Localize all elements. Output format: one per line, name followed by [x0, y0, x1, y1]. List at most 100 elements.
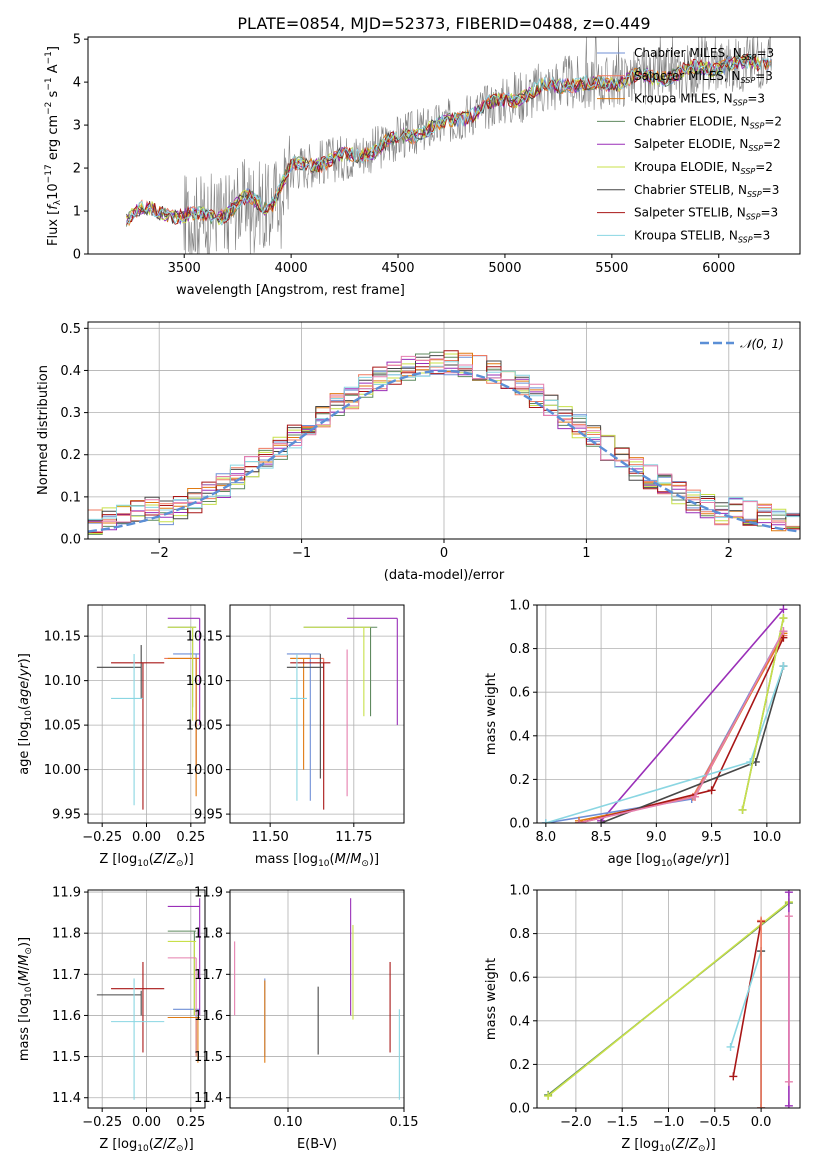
mass_vs_Z-xlabel: Z [log10(Z/Z⊙)] — [99, 1137, 193, 1154]
weight_vs_age-xlabel: age [log10(age/yr)] — [608, 852, 730, 869]
axes-frame — [229, 889, 405, 1109]
y-tick-label: 11.5 — [194, 1050, 223, 1065]
y-tick-label: 0.3 — [60, 406, 81, 421]
y-tick-label: 10.00 — [186, 763, 223, 778]
model-spectrum-line — [126, 53, 771, 226]
y-tick-label: 3 — [73, 119, 81, 134]
weight-marker — [597, 819, 606, 823]
weight-marker — [691, 792, 700, 801]
weight-marker — [541, 819, 550, 823]
weight-marker — [784, 1077, 793, 1086]
legend-label: Chabrier ELODIE, NSSP=2 — [634, 114, 782, 130]
residuals-ylabel: Normed distribution — [36, 365, 51, 495]
x-tick-label: 8.0 — [535, 830, 556, 845]
weight-series-line — [741, 617, 785, 811]
x-tick-label: −0.25 — [82, 830, 122, 845]
y-tick-label: 9.95 — [194, 808, 223, 823]
y-tick-label: 11.8 — [52, 927, 81, 942]
clipped-cmass_vs_Z — [96, 898, 201, 1100]
weight-marker — [738, 805, 747, 814]
x-tick-label: 1 — [582, 546, 590, 561]
clipped-cweight_vs_age — [541, 605, 788, 823]
axes-weight_vs_Z: −2.0 −1.5 −1.0 −0.5 0.0 0.0 0.2 0.4 0.6 0.8 1.0 Z [… — [484, 884, 801, 1154]
y-tick-label: 10.10 — [44, 674, 81, 689]
weight_vs_Z-xlabel: Z [log10(Z/Z⊙)] — [621, 1137, 715, 1154]
x-tick-label: 0.00 — [132, 830, 161, 845]
axes-frame — [536, 889, 801, 1109]
x-tick-label: 0.25 — [176, 830, 205, 845]
clipped-cmass_vs_ebv — [234, 898, 400, 1100]
y-tick-label: 11.6 — [194, 1009, 223, 1024]
y-tick-label: 0.2 — [509, 1058, 530, 1073]
y-tick-label: 0.6 — [509, 971, 530, 986]
y-tick-label: 11.9 — [52, 886, 81, 901]
residuals-xlabel: (data-model)/error — [384, 568, 505, 583]
y-tick-label: 0 — [73, 248, 81, 263]
x-tick-label: 9.5 — [701, 830, 722, 845]
spectrum-xlabel: wavelength [Angstrom, rest frame] — [176, 283, 405, 298]
y-tick-label: 11.7 — [52, 968, 81, 983]
x-tick-label: −1.0 — [653, 1115, 685, 1130]
y-tick-label: 0.8 — [509, 642, 530, 657]
legend-label: 𝒩(0, 1) — [740, 337, 784, 351]
axes-age_vs_mass: 11.50 11.75 9.95 10.00 10.05 10.10 10.15 mass [… — [186, 604, 405, 869]
y-tick-label: 9.95 — [52, 808, 81, 823]
legend-label: Chabrier MILES, NSSP=3 — [634, 46, 774, 62]
weight-series-line — [547, 901, 790, 1097]
axes-age_vs_Z: −0.25 0.00 0.25 9.95 10.00 10.05 10.10 10.15 Z [… — [17, 604, 206, 869]
y-tick-label: 0.6 — [509, 686, 530, 701]
observed-spectrum-line — [126, 37, 773, 254]
weight-marker — [544, 1092, 553, 1101]
weight-marker — [779, 662, 788, 671]
x-tick-label: 4500 — [381, 261, 414, 276]
x-tick-label: 10.0 — [752, 830, 781, 845]
x-tick-label: 4000 — [275, 261, 308, 276]
weight-marker — [779, 627, 788, 636]
weight-series-line — [578, 635, 785, 823]
weight-marker — [757, 916, 766, 925]
y-tick-label: 0.4 — [509, 1014, 530, 1029]
y-tick-label: 0.0 — [509, 817, 530, 832]
y-tick-label: 4 — [73, 76, 81, 91]
y-tick-label: 0.1 — [60, 490, 81, 505]
weight-series-line — [600, 608, 785, 822]
axes-mass_vs_ebv: 0.10 0.15 11.4 11.5 11.6 11.7 11.8 11.9 E(B-V) — [194, 886, 418, 1152]
axes-mass_vs_Z: −0.25 0.00 0.25 11.4 11.5 11.6 11.7 11.8 11.9 Z [… — [17, 886, 206, 1154]
x-tick-label: 2 — [725, 546, 733, 561]
x-tick-label: 3500 — [168, 261, 201, 276]
weight-marker — [784, 912, 793, 921]
x-tick-label: 0.10 — [274, 1115, 303, 1130]
weight-series-line — [578, 637, 785, 823]
y-tick-label: 0.0 — [509, 1102, 530, 1117]
x-tick-label: 8.5 — [591, 830, 612, 845]
model-spectrum-line — [126, 54, 771, 226]
clipped-cage_vs_mass — [286, 617, 398, 810]
x-tick-label: 0.0 — [751, 1115, 772, 1130]
x-tick-label: 0.25 — [176, 1115, 205, 1130]
weight-series-line — [545, 630, 785, 823]
y-tick-label: 0.0 — [60, 533, 81, 548]
model-spectrum-line — [126, 54, 771, 224]
spectrum-axes-frame — [87, 36, 801, 255]
weight-marker — [729, 1072, 738, 1081]
weight-marker — [784, 1101, 793, 1108]
legend-label: Chabrier STELIB, NSSP=3 — [634, 183, 779, 199]
residuals-axes-frame — [87, 321, 801, 540]
weight-series-line — [732, 921, 762, 1077]
x-tick-label: 5500 — [595, 261, 628, 276]
legend-label: Kroupa STELIB, NSSP=3 — [634, 228, 770, 244]
legend-label: Kroupa MILES, NSSP=3 — [634, 92, 765, 108]
y-tick-label: 11.6 — [52, 1009, 81, 1024]
x-tick-label: 0.15 — [390, 1115, 419, 1130]
y-tick-label: 11.7 — [194, 968, 223, 983]
weight-marker — [779, 614, 788, 623]
legend-label: Salpeter ELODIE, NSSP=2 — [634, 137, 781, 153]
x-tick-label: 5000 — [488, 261, 521, 276]
y-tick-label: 0.5 — [60, 322, 81, 337]
x-tick-label: −0.25 — [82, 1115, 122, 1130]
x-tick-label: −1.5 — [606, 1115, 638, 1130]
y-tick-label: 11.4 — [194, 1091, 223, 1106]
spectrum-ylabel: Flux [fλ10−17 erg cm−2 s−1 A−1] — [44, 46, 63, 246]
weight-marker — [726, 1042, 735, 1051]
weight-marker — [574, 819, 583, 823]
